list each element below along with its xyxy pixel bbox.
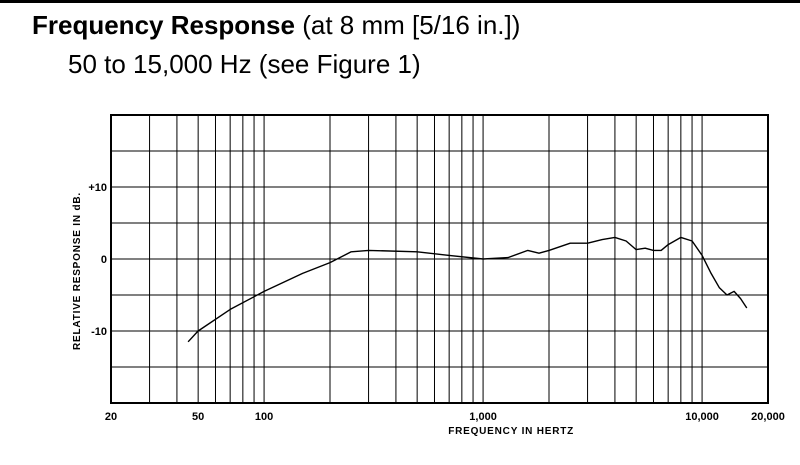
response-curve xyxy=(187,236,748,343)
x-tick-label: 20 xyxy=(105,411,117,423)
x-tick-label: 20,000 xyxy=(751,411,785,423)
section-heading: Frequency Response (at 8 mm [5/16 in.]) xyxy=(32,9,520,41)
x-tick-label: 1,000 xyxy=(469,411,497,423)
x-tick-label: 10,000 xyxy=(685,411,719,423)
horizontal-gridlines xyxy=(111,114,768,404)
heading-bold-text: Frequency Response xyxy=(32,10,295,40)
y-tick-label: +10 xyxy=(88,182,107,194)
x-axis-label: FREQUENCY IN HERTZ xyxy=(448,426,574,437)
y-tick-label: 0 xyxy=(101,254,107,266)
x-tick-label: 100 xyxy=(255,411,273,423)
x-tick-label: 50 xyxy=(192,411,204,423)
frequency-response-chart: 20 50 100 1,000 10,000 20,000 +10 0 -10 FREQUEN… xyxy=(72,114,785,437)
x-tick-labels: 20 50 100 1,000 10,000 20,000 xyxy=(105,411,785,423)
y-axis-label: RELATIVE RESPONSE IN dB. xyxy=(72,192,83,350)
y-tick-label: -10 xyxy=(91,326,107,338)
heading-rest-text: (at 8 mm [5/16 in.]) xyxy=(294,10,521,40)
frequency-range-text: 50 to 15,000 Hz (see Figure 1) xyxy=(68,49,421,79)
plot-frame xyxy=(110,114,769,404)
top-rule xyxy=(0,0,800,3)
y-tick-labels: +10 0 -10 xyxy=(88,182,107,338)
